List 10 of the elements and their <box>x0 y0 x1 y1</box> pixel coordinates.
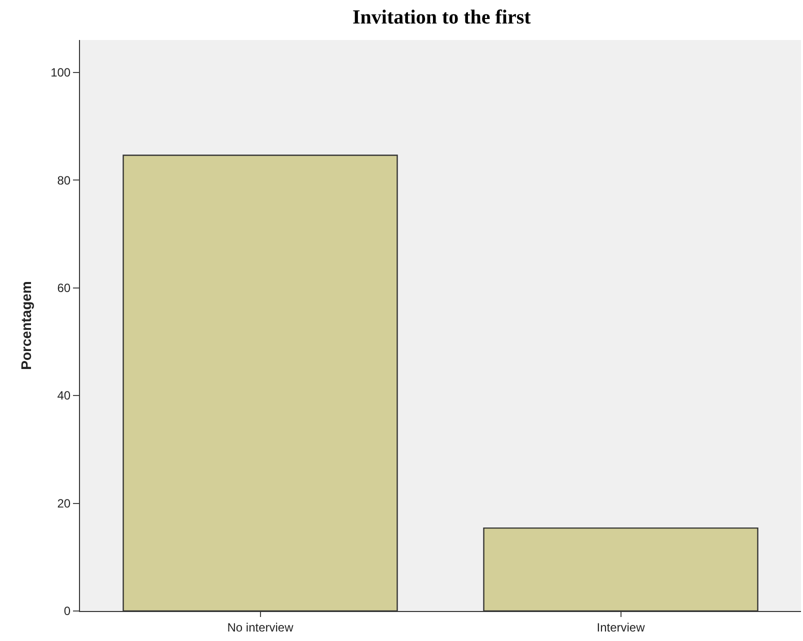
y-tick-label: 100 <box>50 66 71 80</box>
y-tick-label: 40 <box>57 388 71 403</box>
y-tick-label: 80 <box>57 173 71 188</box>
y-tick-label: 0 <box>64 604 71 618</box>
y-axis-title: Porcentagem <box>18 281 34 370</box>
x-tick-label: No interview <box>227 620 294 634</box>
y-tick-label: 60 <box>57 280 71 295</box>
y-tick-label: 20 <box>57 496 71 510</box>
x-tick-label: Interview <box>596 620 646 634</box>
chart-title: Invitation to the first <box>352 6 532 29</box>
